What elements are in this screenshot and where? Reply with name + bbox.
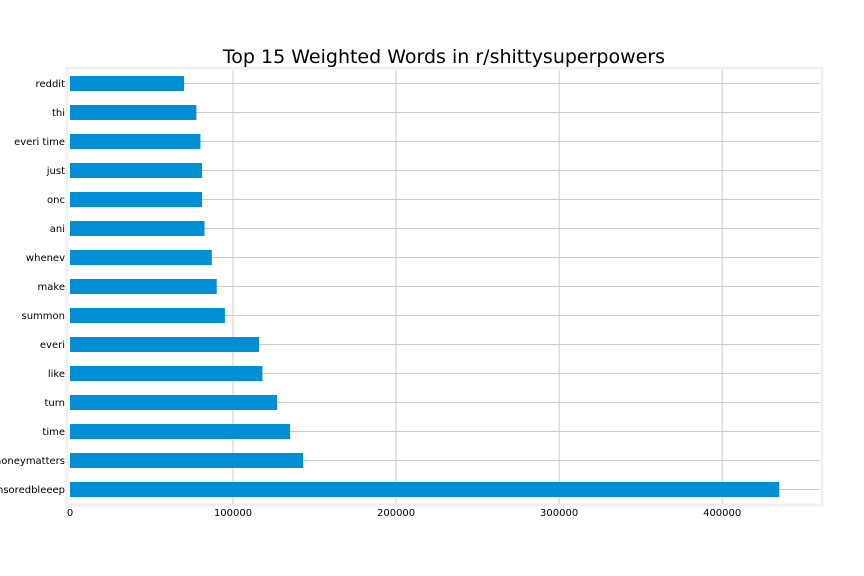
y-tick-label: summon <box>22 311 66 322</box>
bar-make <box>70 279 217 294</box>
bar-whenev <box>70 250 212 265</box>
bar-moneymatters <box>70 453 304 468</box>
y-tick-label: everi time <box>14 137 65 148</box>
bars <box>70 76 780 497</box>
y-tick-label: turn <box>44 398 65 409</box>
y-tick-label: time <box>42 427 65 438</box>
bar-thi <box>70 105 197 120</box>
y-tick-label: everi <box>40 340 65 351</box>
x-tick-label: 300000 <box>540 508 578 519</box>
y-tick-label: reddit <box>36 79 66 90</box>
bar-onc <box>70 192 203 207</box>
bar-like <box>70 366 263 381</box>
bar-everi-time <box>70 134 201 149</box>
bar-reddit <box>70 76 185 91</box>
bar-turn <box>70 395 278 410</box>
chart-title: Top 15 Weighted Words in r/shittysuperpo… <box>222 46 665 68</box>
bar-time <box>70 424 291 439</box>
bar-just <box>70 163 203 178</box>
x-tick-label: 100000 <box>214 508 252 519</box>
bar-censoredbleeep <box>70 482 780 497</box>
x-tick-label: 400000 <box>703 508 741 519</box>
y-tick-label: make <box>38 282 65 293</box>
y-tick-label: whenev <box>26 253 65 264</box>
bar-summon <box>70 308 225 323</box>
y-tick-label: censoredbleeep <box>0 485 65 496</box>
x-tick-label: 0 <box>67 508 73 519</box>
y-tick-label: ani <box>50 224 65 235</box>
bar-ani <box>70 221 205 236</box>
y-tick-label: onc <box>47 195 65 206</box>
y-tick-labels: reddit thi everi time just onc ani whenev make s… <box>0 79 65 496</box>
y-tick-label: moneymatters <box>0 456 65 467</box>
y-tick-label: like <box>48 369 65 380</box>
y-tick-label: just <box>46 166 65 177</box>
bar-everi <box>70 337 260 352</box>
y-tick-label: thi <box>52 108 65 119</box>
x-tick-labels: 0 100000 200000 300000 400000 <box>67 508 741 519</box>
x-tick-label: 200000 <box>377 508 415 519</box>
